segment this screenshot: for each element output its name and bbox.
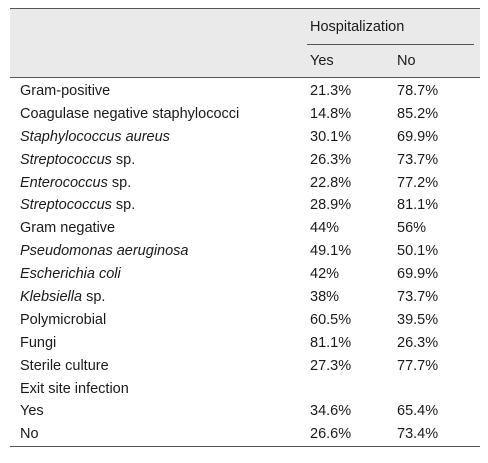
row-label-main: Klebsiella — [20, 289, 83, 306]
group-header-rule — [307, 44, 474, 45]
row-label-suffix: sp. — [111, 151, 136, 168]
table-row: Coagulase negative staphylococci 14.8% 85.… — [10, 103, 480, 126]
row-label-main: Coagulase negative staphylococci — [20, 105, 240, 122]
cell-no: 77.7% — [397, 357, 439, 374]
cell-no: 77.2% — [397, 174, 439, 191]
row-label: Enterococcus sp. — [20, 175, 131, 191]
cell-no: 39.5% — [397, 311, 439, 328]
cell-no: 73.7% — [397, 151, 439, 168]
column-header-yes: Yes — [310, 53, 334, 69]
row-label-suffix: sp. — [111, 197, 136, 214]
table-row: Gram-positive 21.3% 78.7% — [10, 80, 480, 103]
row-label-main: Polymicrobial — [20, 311, 107, 328]
table-row: No 26.6% 73.4% — [10, 423, 480, 446]
cell-yes: 26.3% — [310, 151, 352, 168]
row-label: Fungi — [20, 335, 56, 351]
row-label-main: Escherichia coli — [20, 266, 121, 283]
table-row: Enterococcus sp. 22.8% 77.2% — [10, 172, 480, 195]
cell-yes: 44% — [310, 220, 340, 237]
cell-no: 78.7% — [397, 83, 439, 99]
cell-yes: 81.1% — [310, 334, 352, 351]
cell-yes: 60.5% — [310, 311, 352, 328]
row-label-main: Pseudomonas aeruginosa — [20, 243, 189, 260]
row-label-main: Exit site infection — [20, 380, 129, 397]
row-label: Yes — [20, 403, 44, 419]
table-row: Yes 34.6% 65.4% — [10, 400, 480, 423]
row-label-main: Enterococcus — [20, 174, 108, 191]
row-label: Staphylococcus aureus — [20, 129, 170, 145]
cell-yes: 28.9% — [310, 197, 352, 214]
row-label: Gram negative — [20, 220, 115, 236]
table-row: Klebsiella sp. 38% 73.7% — [10, 286, 480, 309]
cell-yes: 42% — [310, 266, 340, 283]
group-header-hospitalization: Hospitalization — [310, 19, 405, 35]
row-label-suffix: sp. — [82, 289, 106, 306]
row-label-suffix: sp. — [107, 174, 132, 191]
cell-no: 73.7% — [397, 289, 439, 306]
cell-no: 65.4% — [397, 403, 439, 420]
cell-no: 69.9% — [397, 266, 439, 283]
table-row: Fungi 81.1% 26.3% — [10, 332, 480, 355]
cell-yes: 27.3% — [310, 357, 352, 374]
cell-no: 81.1% — [397, 197, 439, 214]
cell-yes: 22.8% — [310, 174, 352, 191]
row-label: Exit site infection — [20, 381, 129, 397]
table-row: Gram negative 44% 56% — [10, 217, 480, 240]
table-row: Sterile culture 27.3% 77.7% — [10, 355, 480, 378]
cell-no: 85.2% — [397, 105, 439, 122]
table-row: Escherichia coli 42% 69.9% — [10, 263, 480, 286]
row-label-main: No — [20, 426, 39, 443]
table-row: Exit site infection — [10, 378, 480, 401]
table-row: Pseudomonas aeruginosa 49.1% 50.1% — [10, 240, 480, 263]
row-label: No — [20, 426, 39, 442]
row-label: Streptococcus sp. — [20, 197, 135, 213]
row-label-main: Fungi — [20, 334, 57, 351]
table-row: Staphylococcus aureus 30.1% 69.9% — [10, 126, 480, 149]
table-body: Gram-positive 21.3% 78.7% Coagulase negativ… — [10, 80, 480, 448]
table-header: Hospitalization Yes No — [10, 8, 480, 78]
cell-no: 73.4% — [397, 426, 439, 443]
column-header-no: No — [397, 53, 416, 69]
cell-yes: 26.6% — [310, 426, 352, 443]
row-label-main: Streptococcus — [20, 151, 112, 168]
cell-yes: 38% — [310, 289, 340, 306]
cell-no: 26.3% — [397, 334, 439, 351]
cell-yes: 14.8% — [310, 105, 352, 122]
row-label: Streptococcus sp. — [20, 152, 135, 168]
cell-yes: 30.1% — [310, 128, 352, 145]
row-label: Polymicrobial — [20, 312, 106, 328]
row-label: Sterile culture — [20, 358, 109, 374]
row-label: Escherichia coli — [20, 266, 121, 282]
cell-yes: 34.6% — [310, 403, 352, 420]
hospitalization-table: Hospitalization Yes No Gram-positive 21.3… — [10, 8, 480, 448]
table-row: Streptococcus sp. 28.9% 81.1% — [10, 194, 480, 217]
cell-yes: 49.1% — [310, 243, 352, 260]
row-label-main: Staphylococcus aureus — [20, 128, 170, 145]
row-label-main: Sterile culture — [20, 357, 109, 374]
cell-no: 56% — [397, 220, 427, 237]
row-label: Pseudomonas aeruginosa — [20, 243, 188, 259]
row-label-main: Streptococcus — [20, 197, 112, 214]
cell-no: 50.1% — [397, 243, 439, 260]
table-row: Polymicrobial 60.5% 39.5% — [10, 309, 480, 332]
row-label: Gram-positive — [20, 83, 110, 99]
cell-yes: 21.3% — [310, 83, 352, 99]
table-row: Streptococcus sp. 26.3% 73.7% — [10, 149, 480, 172]
row-label-main: Yes — [20, 403, 44, 420]
row-label-main: Gram negative — [20, 220, 116, 237]
row-label: Coagulase negative staphylococci — [20, 106, 239, 122]
cell-no: 69.9% — [397, 128, 439, 145]
row-label-main: Gram-positive — [20, 83, 111, 99]
row-label: Klebsiella sp. — [20, 289, 105, 305]
